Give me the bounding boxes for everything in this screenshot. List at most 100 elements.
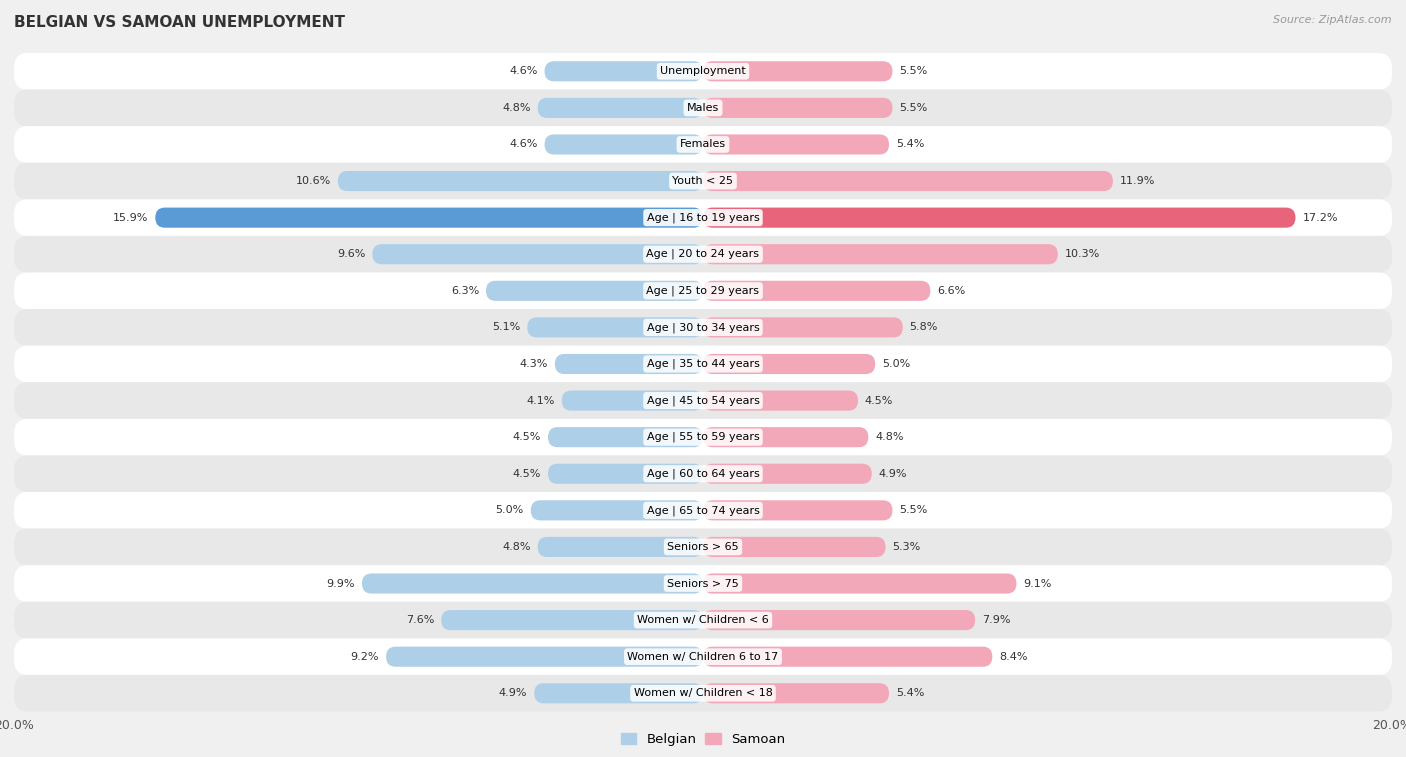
Text: 5.8%: 5.8% — [910, 322, 938, 332]
FancyBboxPatch shape — [155, 207, 703, 228]
Text: 4.9%: 4.9% — [879, 469, 907, 478]
FancyBboxPatch shape — [537, 98, 703, 118]
Text: Age | 55 to 59 years: Age | 55 to 59 years — [647, 432, 759, 442]
FancyBboxPatch shape — [703, 354, 875, 374]
FancyBboxPatch shape — [544, 61, 703, 81]
Text: Females: Females — [681, 139, 725, 149]
Text: Seniors > 75: Seniors > 75 — [666, 578, 740, 588]
FancyBboxPatch shape — [703, 171, 1114, 191]
Text: 4.5%: 4.5% — [513, 469, 541, 478]
Text: 17.2%: 17.2% — [1302, 213, 1339, 223]
Text: Youth < 25: Youth < 25 — [672, 176, 734, 186]
Text: 7.9%: 7.9% — [981, 615, 1011, 625]
Text: 4.5%: 4.5% — [865, 396, 893, 406]
Text: 5.0%: 5.0% — [882, 359, 910, 369]
Text: 4.8%: 4.8% — [502, 103, 531, 113]
FancyBboxPatch shape — [703, 500, 893, 520]
FancyBboxPatch shape — [703, 427, 869, 447]
Text: 4.3%: 4.3% — [520, 359, 548, 369]
FancyBboxPatch shape — [703, 537, 886, 557]
Text: Women w/ Children < 18: Women w/ Children < 18 — [634, 688, 772, 698]
FancyBboxPatch shape — [14, 382, 1392, 419]
FancyBboxPatch shape — [14, 126, 1392, 163]
FancyBboxPatch shape — [373, 245, 703, 264]
Text: 5.5%: 5.5% — [900, 103, 928, 113]
Text: BELGIAN VS SAMOAN UNEMPLOYMENT: BELGIAN VS SAMOAN UNEMPLOYMENT — [14, 15, 344, 30]
Text: 4.8%: 4.8% — [875, 432, 904, 442]
FancyBboxPatch shape — [703, 245, 1057, 264]
Text: Males: Males — [688, 103, 718, 113]
Text: 8.4%: 8.4% — [1000, 652, 1028, 662]
FancyBboxPatch shape — [703, 207, 1295, 228]
FancyBboxPatch shape — [14, 675, 1392, 712]
FancyBboxPatch shape — [14, 163, 1392, 199]
FancyBboxPatch shape — [14, 419, 1392, 456]
Text: 5.4%: 5.4% — [896, 688, 924, 698]
FancyBboxPatch shape — [703, 317, 903, 338]
FancyBboxPatch shape — [555, 354, 703, 374]
Legend: Belgian, Samoan: Belgian, Samoan — [616, 727, 790, 751]
Text: Seniors > 65: Seniors > 65 — [668, 542, 738, 552]
Text: Age | 35 to 44 years: Age | 35 to 44 years — [647, 359, 759, 369]
FancyBboxPatch shape — [531, 500, 703, 520]
Text: 6.3%: 6.3% — [451, 286, 479, 296]
Text: 5.0%: 5.0% — [496, 506, 524, 516]
Text: 4.1%: 4.1% — [526, 396, 555, 406]
Text: 5.3%: 5.3% — [893, 542, 921, 552]
FancyBboxPatch shape — [14, 528, 1392, 565]
FancyBboxPatch shape — [703, 574, 1017, 593]
Text: 5.5%: 5.5% — [900, 506, 928, 516]
Text: 9.1%: 9.1% — [1024, 578, 1052, 588]
FancyBboxPatch shape — [14, 346, 1392, 382]
Text: 5.4%: 5.4% — [896, 139, 924, 149]
Text: Unemployment: Unemployment — [661, 67, 745, 76]
FancyBboxPatch shape — [337, 171, 703, 191]
FancyBboxPatch shape — [387, 646, 703, 667]
Text: 5.1%: 5.1% — [492, 322, 520, 332]
FancyBboxPatch shape — [703, 464, 872, 484]
FancyBboxPatch shape — [703, 135, 889, 154]
Text: 4.6%: 4.6% — [509, 67, 537, 76]
Text: Women w/ Children 6 to 17: Women w/ Children 6 to 17 — [627, 652, 779, 662]
FancyBboxPatch shape — [14, 273, 1392, 309]
FancyBboxPatch shape — [703, 98, 893, 118]
Text: Age | 20 to 24 years: Age | 20 to 24 years — [647, 249, 759, 260]
Text: 4.9%: 4.9% — [499, 688, 527, 698]
Text: Source: ZipAtlas.com: Source: ZipAtlas.com — [1274, 15, 1392, 25]
FancyBboxPatch shape — [14, 456, 1392, 492]
FancyBboxPatch shape — [441, 610, 703, 630]
FancyBboxPatch shape — [537, 537, 703, 557]
FancyBboxPatch shape — [527, 317, 703, 338]
FancyBboxPatch shape — [703, 684, 889, 703]
Text: Age | 45 to 54 years: Age | 45 to 54 years — [647, 395, 759, 406]
Text: 9.9%: 9.9% — [326, 578, 356, 588]
FancyBboxPatch shape — [14, 199, 1392, 236]
FancyBboxPatch shape — [14, 492, 1392, 528]
FancyBboxPatch shape — [703, 391, 858, 410]
Text: 10.6%: 10.6% — [295, 176, 330, 186]
FancyBboxPatch shape — [544, 135, 703, 154]
Text: 7.6%: 7.6% — [406, 615, 434, 625]
Text: 10.3%: 10.3% — [1064, 249, 1099, 259]
FancyBboxPatch shape — [361, 574, 703, 593]
FancyBboxPatch shape — [703, 281, 931, 301]
Text: Age | 60 to 64 years: Age | 60 to 64 years — [647, 469, 759, 479]
FancyBboxPatch shape — [703, 646, 993, 667]
FancyBboxPatch shape — [562, 391, 703, 410]
Text: Age | 65 to 74 years: Age | 65 to 74 years — [647, 505, 759, 516]
FancyBboxPatch shape — [14, 565, 1392, 602]
FancyBboxPatch shape — [703, 61, 893, 81]
Text: 15.9%: 15.9% — [112, 213, 149, 223]
Text: 9.6%: 9.6% — [337, 249, 366, 259]
FancyBboxPatch shape — [14, 638, 1392, 675]
FancyBboxPatch shape — [534, 684, 703, 703]
Text: Age | 25 to 29 years: Age | 25 to 29 years — [647, 285, 759, 296]
Text: 4.5%: 4.5% — [513, 432, 541, 442]
Text: 5.5%: 5.5% — [900, 67, 928, 76]
FancyBboxPatch shape — [14, 602, 1392, 638]
FancyBboxPatch shape — [14, 236, 1392, 273]
FancyBboxPatch shape — [486, 281, 703, 301]
Text: Age | 30 to 34 years: Age | 30 to 34 years — [647, 322, 759, 332]
Text: 4.8%: 4.8% — [502, 542, 531, 552]
FancyBboxPatch shape — [548, 464, 703, 484]
